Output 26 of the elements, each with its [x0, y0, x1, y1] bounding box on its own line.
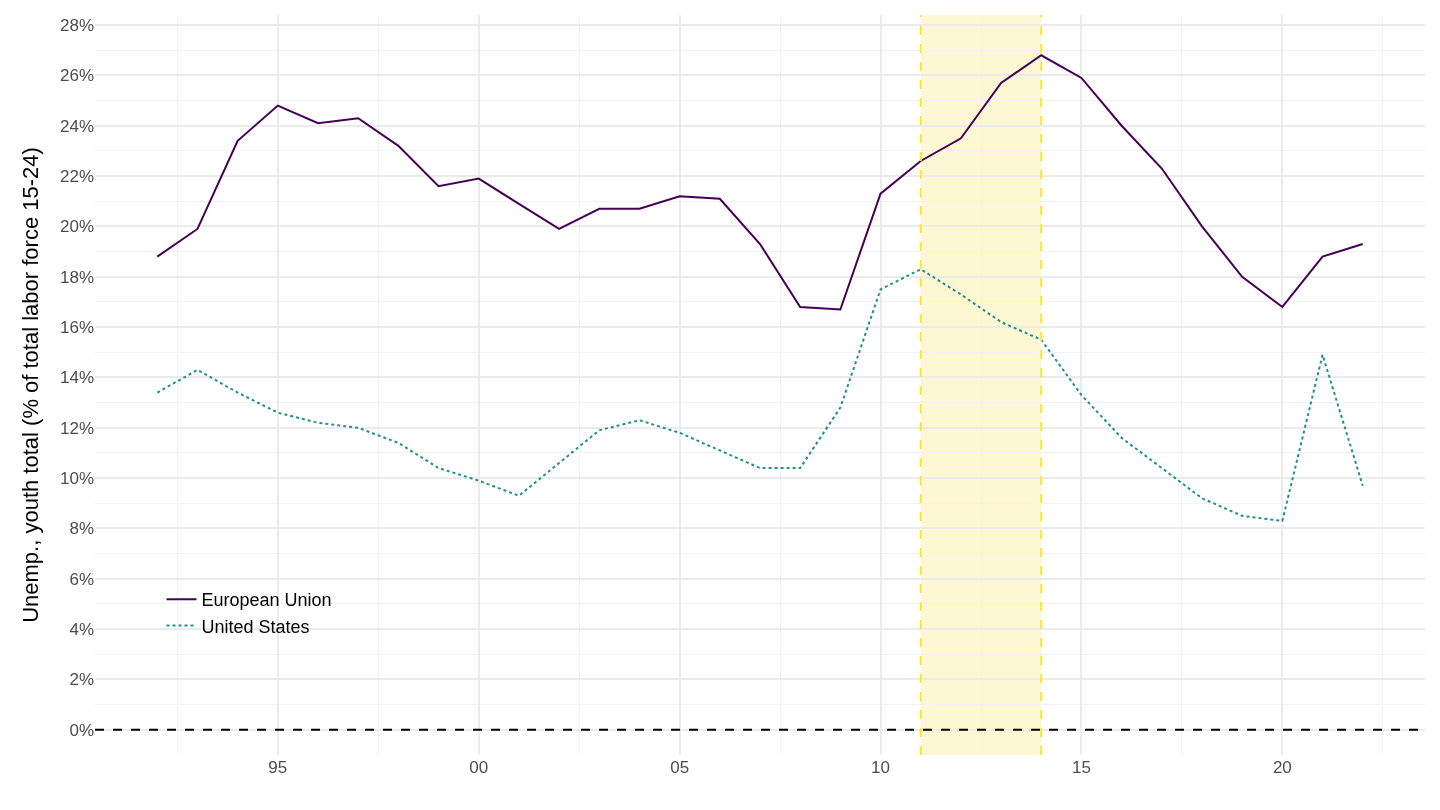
y-axis-title: Unemp., youth total (% of total labor force 15-24) — [17, 147, 43, 623]
x-tick-label: 95 — [268, 758, 288, 777]
y-tick-label: 22% — [59, 167, 94, 187]
y-tick-label: 2% — [69, 670, 94, 690]
x-tick-label: 10 — [871, 758, 890, 777]
y-tick-label: 20% — [59, 217, 94, 237]
y-tick-label: 26% — [59, 66, 94, 86]
y-tick-label: 0% — [69, 720, 94, 740]
y-tick-label: 6% — [69, 569, 94, 589]
legend-label: United States — [201, 616, 310, 637]
y-tick-label: 8% — [69, 519, 94, 539]
y-tick-label: 4% — [69, 620, 94, 640]
y-tick-label: 10% — [59, 469, 94, 489]
y-tick-label: 16% — [59, 318, 94, 338]
line-series — [156, 54, 1364, 311]
legend-label: European Union — [201, 590, 332, 611]
y-tick-label: 18% — [59, 267, 94, 287]
x-tick-label: 20 — [1272, 758, 1292, 777]
y-tick-label: 24% — [59, 116, 94, 136]
line-series — [156, 268, 1364, 522]
y-tick-label: 28% — [59, 16, 94, 36]
x-tick-label: 15 — [1071, 758, 1091, 777]
x-tick-label: 00 — [469, 758, 489, 777]
y-tick-label: 14% — [59, 368, 94, 388]
y-tick-label: 12% — [59, 418, 94, 438]
x-tick-label: 05 — [670, 758, 690, 777]
